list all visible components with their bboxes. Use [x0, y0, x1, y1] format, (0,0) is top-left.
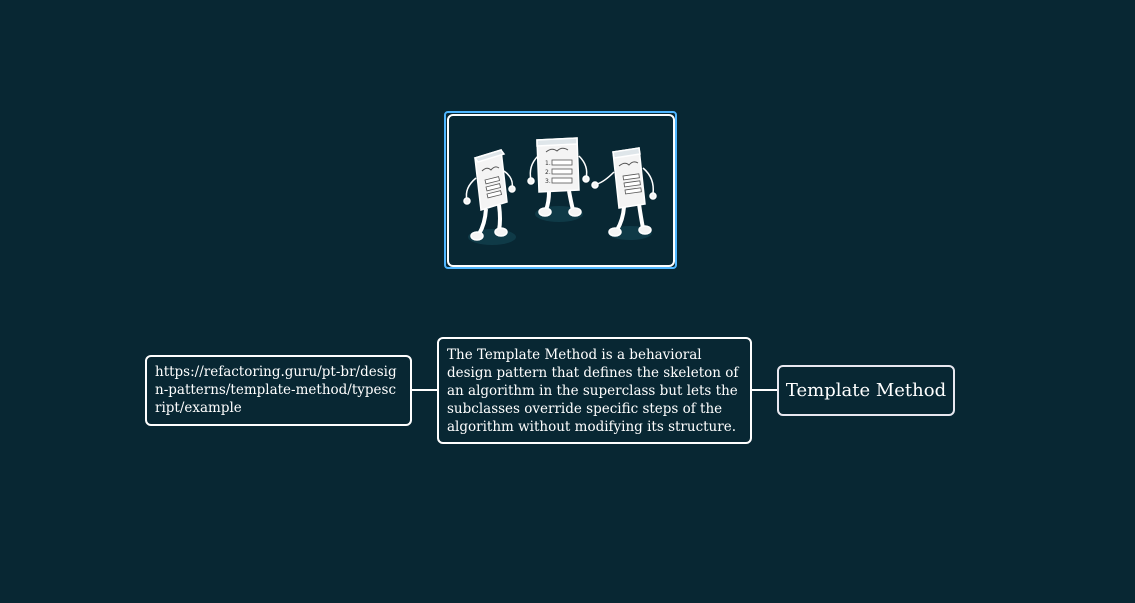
root-node[interactable]: Template Method	[777, 365, 955, 416]
document-characters-illustration: 1. 2. 3.	[463, 137, 657, 245]
description-node[interactable]: The Template Method is a behavioral desi…	[437, 337, 752, 444]
connector-description-root	[752, 389, 777, 391]
svg-text:2.: 2.	[545, 169, 551, 176]
link-node-text[interactable]: https://refactoring.guru/pt-br/design-pa…	[155, 364, 397, 416]
image-node-selection-outline	[444, 111, 677, 269]
middle-document-character: 1. 2. 3.	[527, 137, 590, 217]
description-node-text: The Template Method is a behavioral desi…	[447, 347, 739, 435]
root-node-label: Template Method	[785, 380, 947, 401]
link-node[interactable]: https://refactoring.guru/pt-br/design-pa…	[145, 355, 412, 426]
connector-url-description	[412, 389, 437, 391]
left-document-character	[463, 149, 516, 241]
right-document-character	[591, 147, 657, 237]
image-node[interactable]: 1. 2. 3.	[447, 114, 675, 267]
svg-text:3.: 3.	[545, 178, 551, 185]
svg-text:1.: 1.	[545, 160, 551, 167]
